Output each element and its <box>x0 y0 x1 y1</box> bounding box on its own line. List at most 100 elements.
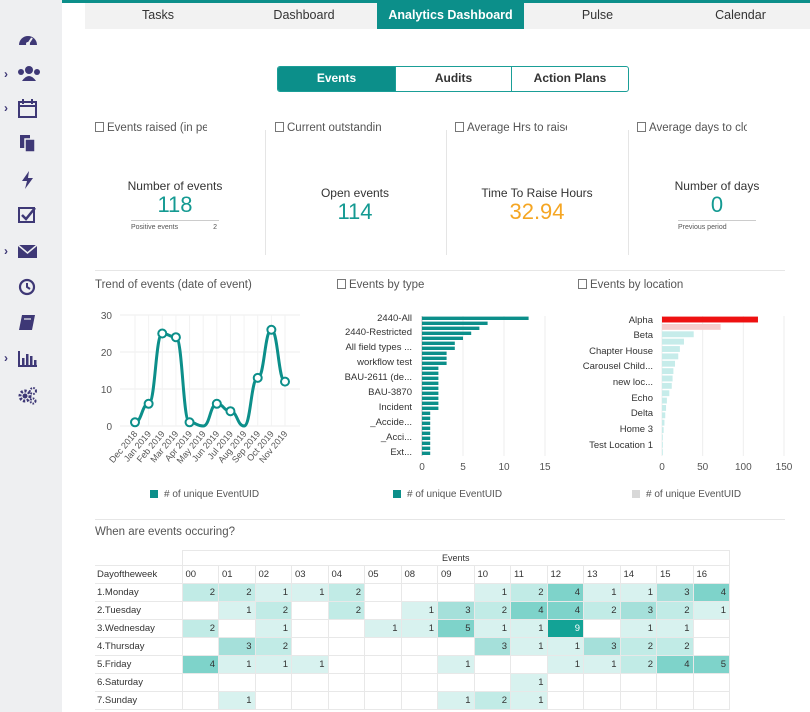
tab-dashboard[interactable]: Dashboard <box>273 8 335 22</box>
heatmap-cell[interactable] <box>619 691 657 710</box>
heatmap-cell[interactable] <box>656 673 694 692</box>
heatmap-cell[interactable] <box>583 691 621 710</box>
heatmap-cell[interactable]: 1 <box>254 619 292 638</box>
heatmap-cell[interactable]: 1 <box>583 655 621 674</box>
heatmap-cell[interactable] <box>400 655 438 674</box>
heatmap-cell[interactable] <box>327 619 365 638</box>
heatmap-cell[interactable]: 2 <box>619 637 657 656</box>
heatmap-cell[interactable]: 1 <box>656 619 694 638</box>
heatmap-cell[interactable]: 2 <box>181 619 219 638</box>
heatmap-cell[interactable]: 1 <box>619 583 657 602</box>
heatmap-cell[interactable]: 2 <box>181 583 219 602</box>
heatmap-cell[interactable]: 3 <box>619 601 657 620</box>
heatmap-cell[interactable]: 1 <box>583 583 621 602</box>
heatmap-cell[interactable] <box>181 673 219 692</box>
heatmap-cell[interactable] <box>218 619 256 638</box>
heatmap-cell[interactable] <box>291 601 329 620</box>
heatmap-cell[interactable]: 1 <box>619 619 657 638</box>
heatmap-cell[interactable] <box>583 673 621 692</box>
export-icon[interactable] <box>455 122 464 132</box>
heatmap-cell[interactable]: 2 <box>327 583 365 602</box>
export-icon[interactable] <box>95 122 104 132</box>
sidebar-item-documents[interactable] <box>0 131 62 157</box>
heatmap-cell[interactable]: 1 <box>546 655 584 674</box>
heatmap-cell[interactable] <box>437 637 475 656</box>
heatmap-cell[interactable] <box>327 655 365 674</box>
heatmap-cell[interactable]: 1 <box>437 691 475 710</box>
heatmap-cell[interactable]: 1 <box>437 655 475 674</box>
heatmap-cell[interactable] <box>583 619 621 638</box>
heatmap-cell[interactable] <box>400 583 438 602</box>
heatmap-cell[interactable] <box>400 691 438 710</box>
heatmap-cell[interactable] <box>437 583 475 602</box>
heatmap-cell[interactable]: 1 <box>510 691 548 710</box>
heatmap-cell[interactable] <box>181 691 219 710</box>
heatmap-cell[interactable]: 2 <box>473 601 511 620</box>
heatmap-cell[interactable]: 1 <box>692 601 730 620</box>
heatmap-cell[interactable]: 1 <box>546 637 584 656</box>
heatmap-cell[interactable] <box>692 673 730 692</box>
heatmap-cell[interactable] <box>692 619 730 638</box>
heatmap-cell[interactable]: 5 <box>692 655 730 674</box>
heatmap-cell[interactable]: 1 <box>291 583 329 602</box>
heatmap-cell[interactable]: 2 <box>254 601 292 620</box>
heatmap-cell[interactable]: 1 <box>364 619 402 638</box>
heatmap-cell[interactable]: 4 <box>692 583 730 602</box>
heatmap-cell[interactable]: 2 <box>656 601 694 620</box>
heatmap-cell[interactable]: 1 <box>510 637 548 656</box>
heatmap-cell[interactable]: 2 <box>619 655 657 674</box>
subtab-action-plans[interactable]: Action Plans <box>511 67 628 91</box>
subtab-events[interactable]: Events <box>278 67 395 91</box>
tab-tasks[interactable]: Tasks <box>142 8 174 22</box>
heatmap-cell[interactable] <box>291 691 329 710</box>
heatmap-cell[interactable]: 1 <box>218 655 256 674</box>
heatmap-cell[interactable]: 4 <box>510 601 548 620</box>
heatmap-cell[interactable] <box>364 655 402 674</box>
heatmap-cell[interactable] <box>364 583 402 602</box>
sidebar-item-reports[interactable]: › <box>0 346 62 372</box>
heatmap-cell[interactable] <box>218 673 256 692</box>
heatmap-cell[interactable]: 9 <box>546 619 584 638</box>
heatmap-cell[interactable]: 1 <box>473 583 511 602</box>
heatmap-cell[interactable]: 2 <box>254 637 292 656</box>
heatmap-cell[interactable]: 1 <box>254 583 292 602</box>
sidebar-item-actions[interactable] <box>0 167 62 193</box>
heatmap-cell[interactable]: 1 <box>218 691 256 710</box>
heatmap-cell[interactable]: 1 <box>254 655 292 674</box>
heatmap-cell[interactable]: 4 <box>656 655 694 674</box>
heatmap-cell[interactable] <box>254 673 292 692</box>
export-icon[interactable] <box>578 279 587 289</box>
heatmap-cell[interactable] <box>546 673 584 692</box>
heatmap-cell[interactable]: 1 <box>291 655 329 674</box>
heatmap-cell[interactable] <box>656 691 694 710</box>
heatmap-cell[interactable] <box>291 673 329 692</box>
heatmap-cell[interactable]: 3 <box>437 601 475 620</box>
heatmap-cell[interactable] <box>181 601 219 620</box>
heatmap-cell[interactable] <box>692 691 730 710</box>
heatmap-cell[interactable] <box>181 637 219 656</box>
heatmap-cell[interactable] <box>692 637 730 656</box>
heatmap-cell[interactable] <box>473 673 511 692</box>
sidebar-item-dashboard[interactable] <box>0 28 62 54</box>
heatmap-cell[interactable]: 2 <box>656 637 694 656</box>
heatmap-cell[interactable]: 3 <box>473 637 511 656</box>
heatmap-cell[interactable]: 1 <box>400 619 438 638</box>
heatmap-cell[interactable]: 1 <box>400 601 438 620</box>
heatmap-cell[interactable]: 1 <box>473 619 511 638</box>
heatmap-cell[interactable]: 2 <box>583 601 621 620</box>
heatmap-cell[interactable]: 2 <box>510 583 548 602</box>
sidebar-item-checklists[interactable] <box>0 202 62 228</box>
heatmap-cell[interactable] <box>327 691 365 710</box>
heatmap-cell[interactable] <box>364 691 402 710</box>
heatmap-cell[interactable] <box>291 619 329 638</box>
heatmap-cell[interactable]: 2 <box>327 601 365 620</box>
heatmap-cell[interactable] <box>364 673 402 692</box>
tab-pulse[interactable]: Pulse <box>581 8 614 22</box>
export-icon[interactable] <box>637 122 646 132</box>
heatmap-cell[interactable] <box>327 637 365 656</box>
heatmap-cell[interactable] <box>619 673 657 692</box>
sidebar-item-calendar[interactable]: › <box>0 96 62 122</box>
heatmap-cell[interactable]: 1 <box>510 673 548 692</box>
tab-calendar[interactable]: Calendar <box>715 8 766 22</box>
tab-analytics-dashboard[interactable]: Analytics Dashboard <box>377 3 524 29</box>
